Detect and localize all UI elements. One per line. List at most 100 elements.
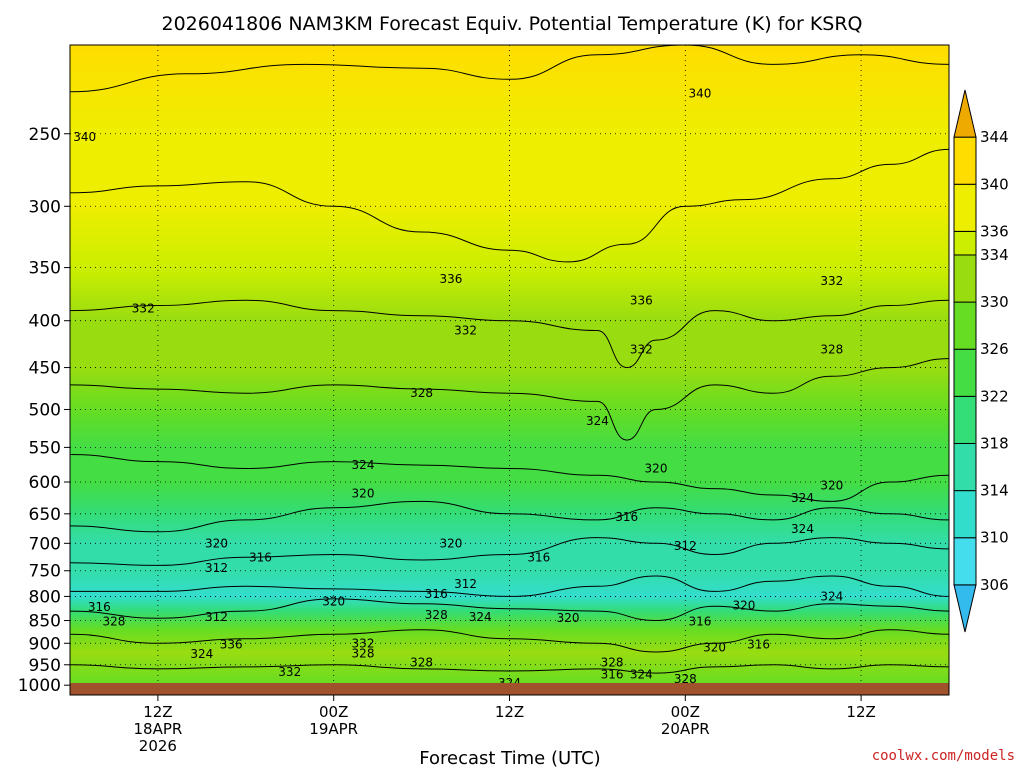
colorbar-segment	[953, 136, 977, 185]
contour-label: 320	[820, 478, 843, 492]
time-tick-label: 12Z	[143, 703, 172, 721]
contour-label: 332	[630, 342, 653, 356]
colorbar-segment	[953, 183, 977, 232]
pressure-tick-label: 300	[29, 197, 61, 217]
colorbar-tick-label: 340	[980, 175, 1009, 193]
colorbar-segment	[953, 537, 977, 586]
contour-label: 312	[205, 561, 228, 575]
colorbar-segment	[953, 348, 977, 397]
contour-label: 336	[630, 293, 653, 307]
colorbar-tick-label: 336	[980, 222, 1009, 240]
contour-label: 332	[132, 302, 155, 316]
pressure-tick-label: 800	[29, 587, 61, 607]
contour-label: 312	[205, 610, 228, 624]
pressure-tick-label: 600	[29, 473, 61, 493]
contour-label: 332	[454, 324, 477, 338]
colorbar-tick-label: 314	[980, 482, 1009, 500]
pressure-tick-label: 500	[29, 400, 61, 420]
pressure-tick-label: 450	[29, 359, 61, 379]
contour-label: 316	[688, 614, 711, 628]
contour-label: 320	[352, 487, 375, 501]
contour-324-4	[70, 454, 949, 502]
colorbar-segment	[953, 442, 977, 492]
contour-316-8	[70, 598, 949, 622]
contour-316-6	[70, 537, 949, 566]
colorbar-tick-label: 322	[980, 387, 1009, 405]
contour-label: 328	[352, 646, 375, 660]
chart-title: 2026041806 NAM3KM Forecast Equiv. Potent…	[161, 13, 862, 35]
contour-label: 328	[102, 614, 125, 628]
contour-label: 316	[527, 550, 550, 564]
contour-label: 316	[249, 550, 272, 564]
contour-label: 340	[688, 87, 711, 101]
contour-324-9	[70, 629, 949, 653]
contour-label: 320	[557, 611, 580, 625]
contour-lines	[70, 45, 949, 674]
contour-label: 324	[352, 458, 375, 472]
contour-labels: 3403403363363323323323323283283243243203…	[73, 87, 843, 691]
contour-332-2	[70, 299, 949, 369]
contour-label: 316	[601, 667, 624, 681]
pressure-tick-label: 350	[29, 259, 61, 279]
contour-label: 328	[820, 342, 843, 356]
pressure-tick-label: 700	[29, 534, 61, 554]
credit-text: coolwx.com/models	[872, 748, 1015, 764]
contour-label: 320	[439, 536, 462, 550]
contour-label: 320	[732, 598, 755, 612]
contour-label: 328	[410, 656, 433, 670]
pressure-tick-label: 900	[29, 634, 61, 654]
x-axis-label: Forecast Time (UTC)	[419, 748, 600, 768]
contour-320-5	[70, 500, 949, 533]
colorbar-tick-label: 318	[980, 434, 1009, 452]
contour-label: 312	[674, 539, 697, 553]
pressure-tick-label: 400	[29, 312, 61, 332]
contour-label: 332	[820, 274, 843, 288]
colorbar-tick-label: 330	[980, 293, 1009, 311]
contour-340-0	[70, 45, 949, 93]
contour-label: 336	[220, 638, 243, 652]
contour-label: 332	[278, 665, 301, 679]
contour-label: 320	[322, 594, 345, 608]
contour-label: 316	[747, 638, 770, 652]
time-tick-label: 18APR	[133, 720, 182, 738]
time-tick-label: 19APR	[309, 720, 358, 738]
plot-area: 3403403363363323323323323283283243243203…	[70, 45, 949, 695]
contour-label: 332	[352, 636, 375, 650]
colorbar-segment	[953, 395, 977, 444]
contour-label: 328	[601, 656, 624, 670]
contour-label: 328	[410, 386, 433, 400]
contour-312-7	[70, 575, 949, 597]
contour-label: 316	[425, 587, 448, 601]
contour-label: 324	[630, 667, 653, 681]
colorbar-segment	[953, 301, 977, 350]
contour-label: 320	[645, 462, 668, 476]
time-tick-label: 00Z	[671, 703, 700, 721]
pressure-tick-label: 750	[29, 562, 61, 582]
contour-label: 328	[425, 608, 448, 622]
ground-surface	[70, 683, 949, 695]
time-tick-label: 00Z	[319, 703, 348, 721]
time-tick-label: 20APR	[661, 720, 710, 738]
contour-label: 340	[73, 130, 96, 144]
contour-label: 324	[469, 610, 492, 624]
colorbar: 306 310 314 318 322 326 330 334 336 340 344	[953, 89, 1009, 633]
colorbar-segment	[953, 254, 977, 303]
colorbar-tick-label: 344	[980, 128, 1009, 146]
contour-label: 324	[190, 647, 213, 661]
gridlines	[70, 45, 949, 695]
colorbar-segment	[953, 490, 977, 539]
contour-label: 324	[820, 589, 843, 603]
colorbar-segment	[953, 230, 977, 256]
time-tick-label: 2026	[139, 737, 177, 755]
pressure-tick-label: 950	[29, 656, 61, 676]
pressure-tick-label: 250	[29, 125, 61, 145]
contour-label: 312	[454, 577, 477, 591]
pressure-tick-label: 650	[29, 505, 61, 525]
colorbar-tick-label: 310	[980, 529, 1009, 547]
contour-328-10	[70, 664, 949, 674]
contour-label: 324	[586, 414, 609, 428]
colorbar-tick-label: 306	[980, 576, 1009, 594]
time-tick-label: 12Z	[495, 703, 524, 721]
contour-label: 336	[439, 272, 462, 286]
